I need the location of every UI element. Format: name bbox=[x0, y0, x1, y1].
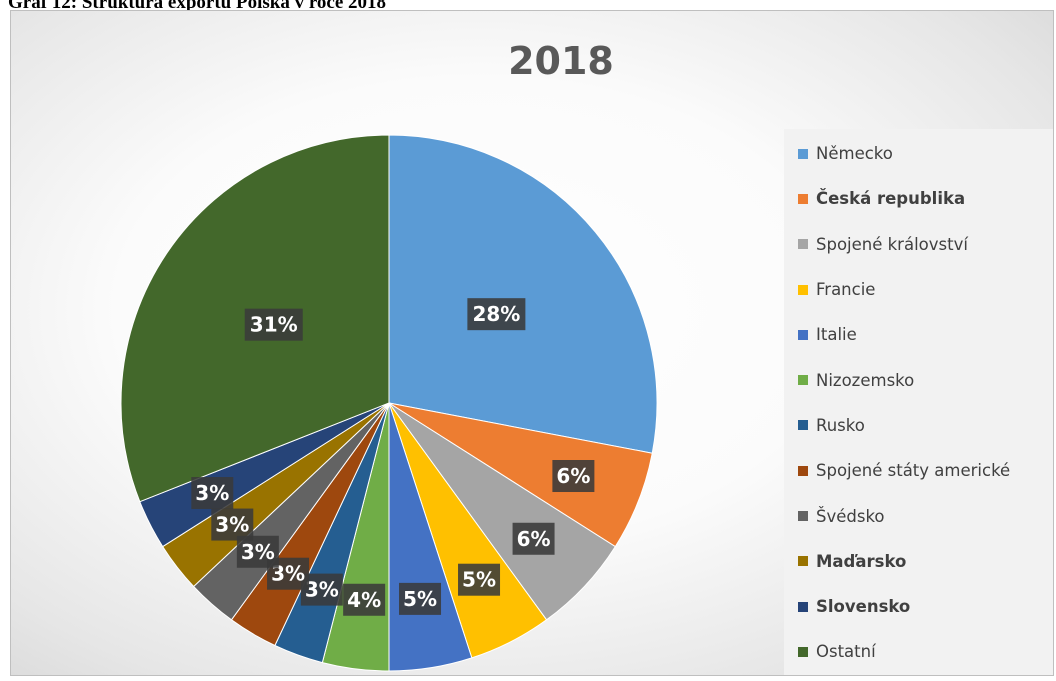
legend-swatch bbox=[798, 602, 808, 612]
data-label-text: 31% bbox=[250, 313, 298, 337]
legend-label: Nizozemsko bbox=[816, 371, 914, 390]
data-label-italie: 5% bbox=[399, 583, 441, 615]
legend-label: Německo bbox=[816, 144, 893, 163]
data-label-svedsko: 3% bbox=[237, 536, 279, 568]
legend-swatch bbox=[798, 194, 808, 204]
legend-swatch bbox=[798, 466, 808, 476]
legend-item-ceska-republika: Česká republika bbox=[784, 176, 1053, 221]
legend-swatch bbox=[798, 330, 808, 340]
data-label-madarsko: 3% bbox=[211, 509, 253, 541]
legend-swatch bbox=[798, 375, 808, 385]
data-label-text: 4% bbox=[347, 588, 381, 612]
legend-item-ostatni: Ostatní bbox=[784, 629, 1053, 674]
legend-label: Švédsko bbox=[816, 507, 885, 526]
legend-item-spojene-kralovstvi: Spojené království bbox=[784, 222, 1053, 267]
data-label-text: 5% bbox=[462, 568, 496, 592]
legend-item-svedsko: Švédsko bbox=[784, 493, 1053, 538]
legend-item-nemecko: Německo bbox=[784, 131, 1053, 176]
data-label-text: 5% bbox=[403, 587, 437, 611]
legend-swatch bbox=[798, 239, 808, 249]
legend-label: Rusko bbox=[816, 416, 865, 435]
data-label-ostatni: 31% bbox=[245, 309, 303, 341]
data-label-nemecko: 28% bbox=[467, 298, 525, 330]
data-label-text: 6% bbox=[517, 527, 551, 551]
data-label-ceska-republika: 6% bbox=[552, 460, 594, 492]
legend-item-rusko: Rusko bbox=[784, 403, 1053, 448]
data-label-nizozemsko: 4% bbox=[343, 584, 385, 616]
legend-item-spojene-staty-americke: Spojené státy americké bbox=[784, 448, 1053, 493]
data-label-francie: 5% bbox=[458, 564, 500, 596]
legend-item-italie: Italie bbox=[784, 312, 1053, 357]
data-label-spojene-kralovstvi: 6% bbox=[513, 523, 555, 555]
chart-title: 2018 bbox=[471, 39, 651, 83]
data-label-text: 3% bbox=[215, 513, 249, 537]
legend-item-madarsko: Maďarsko bbox=[784, 539, 1053, 584]
legend-label: Maďarsko bbox=[816, 552, 906, 571]
data-label-text: 3% bbox=[305, 578, 339, 602]
legend-item-slovensko: Slovensko bbox=[784, 584, 1053, 629]
legend-item-nizozemsko: Nizozemsko bbox=[784, 357, 1053, 402]
legend-label: Česká republika bbox=[816, 189, 965, 208]
legend-swatch bbox=[798, 149, 808, 159]
legend-swatch bbox=[798, 285, 808, 295]
chart-area: 28% 6% 6% 5% 5% 4% 3% 3% 3% 3% 3% 31% 2018 Německo Č… bbox=[10, 10, 1054, 676]
data-label-slovensko: 3% bbox=[191, 477, 233, 509]
legend-label: Ostatní bbox=[816, 642, 876, 661]
chart-legend: Německo Česká republika Spojené království… bbox=[784, 129, 1053, 675]
legend-item-francie: Francie bbox=[784, 267, 1053, 312]
data-label-text: 3% bbox=[241, 540, 275, 564]
legend-swatch bbox=[798, 420, 808, 430]
legend-swatch bbox=[798, 647, 808, 657]
data-label-text: 28% bbox=[472, 302, 520, 326]
legend-swatch bbox=[798, 556, 808, 566]
pie-slices bbox=[121, 135, 657, 671]
pie-slice-nemecko bbox=[389, 135, 657, 453]
legend-swatch bbox=[798, 511, 808, 521]
legend-label: Francie bbox=[816, 280, 875, 299]
legend-label: Slovensko bbox=[816, 597, 910, 616]
legend-label: Spojené státy americké bbox=[816, 461, 1010, 480]
legend-label: Spojené království bbox=[816, 235, 968, 254]
data-label-text: 3% bbox=[195, 481, 229, 505]
data-label-text: 6% bbox=[556, 464, 590, 488]
legend-label: Italie bbox=[816, 325, 857, 344]
